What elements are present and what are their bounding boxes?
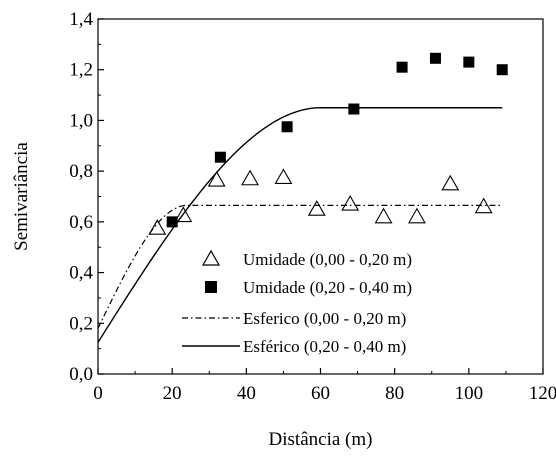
legend: Umidade (0,00 - 0,20 m) Umidade (0,20 - … — [182, 249, 412, 356]
x-tick-label: 60 — [311, 383, 330, 404]
legend-label: Umidade (0,20 - 0,40 m) — [243, 278, 412, 297]
square-point — [166, 216, 178, 228]
y-tick-label: 1,0 — [69, 110, 93, 131]
legend-triangle-marker — [201, 249, 221, 266]
legend-entry-esferico-0-20: Esferico (0,00 - 0,20 m) — [182, 309, 406, 328]
square-point — [429, 52, 441, 64]
triangle-point — [207, 170, 226, 187]
x-tick-label: 20 — [163, 383, 182, 404]
x-tick-label: 80 — [385, 383, 404, 404]
y-tick-label: 0,0 — [69, 364, 93, 385]
triangle-point — [341, 194, 360, 211]
y-axis-label: Semivariância — [11, 142, 32, 251]
plot-area — [97, 52, 508, 343]
model-line-3 — [97, 107, 503, 343]
legend-label: Esferico (0,00 - 0,20 m) — [243, 309, 406, 328]
triangle-point — [148, 219, 167, 235]
triangle-point — [307, 200, 326, 216]
triangle-point — [374, 207, 393, 224]
triangle-point — [474, 197, 493, 214]
y-tick-label: 1,2 — [69, 60, 93, 81]
x-tick-label: 100 — [455, 383, 484, 404]
triangle-point — [174, 206, 193, 223]
triangle-point — [407, 207, 426, 224]
legend-square-marker — [205, 281, 217, 293]
legend-label: Umidade (0,00 - 0,20 m) — [243, 250, 412, 269]
x-tick-label: 40 — [237, 383, 256, 404]
y-tick-label: 0,2 — [69, 313, 93, 334]
x-axis: 0 20 40 60 80 100 120 — [93, 368, 556, 404]
legend-entry-umidade-0-20: Umidade (0,00 - 0,20 m) — [201, 249, 412, 269]
square-point — [214, 151, 226, 163]
triangle-point — [441, 174, 460, 191]
x-axis-label: Distância (m) — [269, 429, 373, 450]
square-point — [396, 61, 408, 73]
square-point — [496, 64, 508, 76]
y-axis: 0,0 0,2 0,4 0,6 0,8 1,0 1,2 1,4 — [69, 9, 104, 385]
square-point — [348, 103, 360, 115]
legend-entry-esferico-20-40: Esférico (0,20 - 0,40 m) — [182, 337, 406, 356]
x-tick-label: 120 — [529, 383, 556, 404]
y-tick-label: 0,6 — [69, 212, 93, 233]
square-point — [281, 121, 293, 133]
y-tick-label: 0,4 — [69, 263, 93, 284]
y-tick-label: 0,8 — [69, 161, 93, 182]
square-point — [463, 56, 475, 68]
legend-entry-umidade-20-40: Umidade (0,20 - 0,40 m) — [205, 278, 412, 297]
triangle-point — [274, 168, 293, 185]
y-tick-label: 1,4 — [69, 9, 93, 30]
legend-label: Esférico (0,20 - 0,40 m) — [243, 337, 406, 356]
x-tick-label: 0 — [93, 383, 103, 404]
triangle-point — [241, 169, 259, 186]
